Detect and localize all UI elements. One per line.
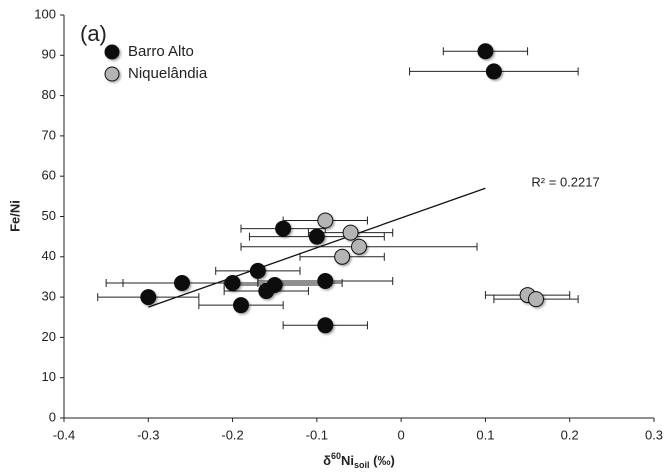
point <box>224 274 241 291</box>
y-tick-label: 90 <box>42 47 56 62</box>
x-tick-label: -0.4 <box>53 427 75 442</box>
point <box>317 317 334 334</box>
x-tick-label: -0.1 <box>306 427 328 442</box>
point <box>140 289 157 306</box>
y-tick-label: 100 <box>34 6 56 21</box>
point <box>258 283 275 300</box>
x-label-part: soil <box>354 460 370 470</box>
point <box>342 224 359 241</box>
panel-label: (a) <box>80 21 107 46</box>
x-tick-label: -0.3 <box>137 427 159 442</box>
x-label-part: 60 <box>331 451 341 461</box>
y-tick-label: 30 <box>42 289 56 304</box>
x-label-part: δ <box>323 453 331 468</box>
y-tick-label: 80 <box>42 87 56 102</box>
y-tick-label: 40 <box>42 248 56 263</box>
x-axis-label: δ60Nisoil (‰) <box>323 451 395 470</box>
x-tick-label: 0.2 <box>561 427 579 442</box>
y-tick-label: 60 <box>42 168 56 183</box>
x-label-part: Ni <box>341 453 354 468</box>
legend-marker <box>104 66 120 82</box>
y-axis-label: Fe/Ni <box>7 200 22 232</box>
point <box>275 220 292 237</box>
legend-marker <box>104 44 120 60</box>
point <box>334 248 351 265</box>
y-tick-label: 10 <box>42 369 56 384</box>
point <box>528 291 544 308</box>
point <box>233 297 249 314</box>
x-tick-label: -0.2 <box>221 427 243 442</box>
trendline-label: R² = 0.2217 <box>531 175 599 190</box>
x-tick-label: 0.3 <box>645 427 663 442</box>
x-label-part: (‰) <box>370 453 395 468</box>
point <box>485 63 502 80</box>
legend-label: Barro Alto <box>128 43 194 60</box>
legend-label: Niquelândia <box>128 65 208 82</box>
point <box>351 238 367 255</box>
y-tick-label: 0 <box>49 409 56 424</box>
x-tick-label: 0.1 <box>476 427 494 442</box>
trendline <box>148 187 486 308</box>
y-tick-label: 20 <box>42 329 56 344</box>
y-tick-label: 50 <box>42 208 56 223</box>
point <box>317 272 334 289</box>
x-tick-label: 0 <box>398 427 405 442</box>
point <box>317 212 334 229</box>
point <box>249 262 266 279</box>
point <box>477 43 494 60</box>
y-tick-label: 70 <box>42 127 56 142</box>
point <box>308 228 325 245</box>
point <box>174 274 190 291</box>
